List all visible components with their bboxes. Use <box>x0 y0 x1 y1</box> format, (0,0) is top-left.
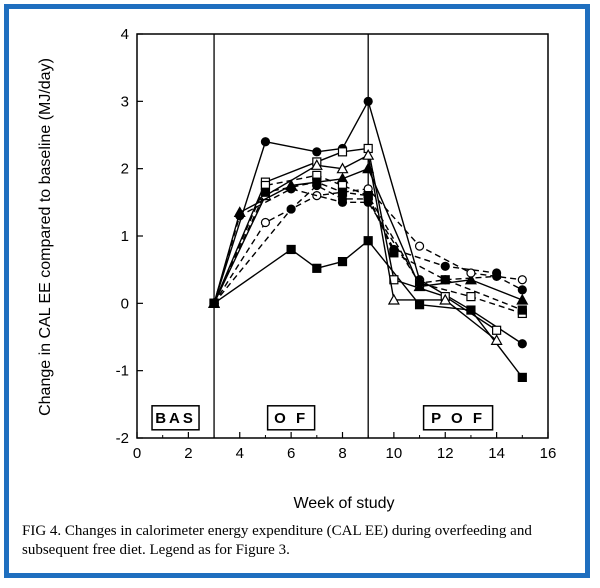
x-tick-label: 10 <box>386 445 403 462</box>
data-point <box>464 273 477 285</box>
x-tick-label: 12 <box>437 445 454 462</box>
x-tick-label: 14 <box>488 445 505 462</box>
series-line <box>213 184 497 304</box>
data-point <box>235 211 245 221</box>
y-tick-label: 4 <box>121 26 129 43</box>
x-tick-label: 4 <box>236 445 244 462</box>
series-line <box>213 174 523 315</box>
phase-label-text: P O F <box>431 410 485 427</box>
series-line <box>213 167 523 304</box>
data-point <box>492 325 502 335</box>
data-point <box>517 285 527 295</box>
data-point <box>439 293 452 305</box>
data-point <box>490 334 503 345</box>
series-3 <box>209 143 502 335</box>
phase-label: P O F <box>422 405 494 431</box>
phase-label-text: BAS <box>155 410 196 427</box>
data-point <box>466 292 476 302</box>
data-point <box>440 275 450 285</box>
series-line <box>213 100 523 345</box>
y-tick-label: -2 <box>116 430 129 447</box>
data-point <box>517 275 527 285</box>
phase-label-box <box>266 405 316 431</box>
phase-label-box <box>151 405 200 431</box>
x-axis-label: Week of study <box>293 495 394 512</box>
data-point <box>363 191 373 201</box>
data-point <box>492 271 502 281</box>
figure-caption: FIG 4. Changes in calorimeter energy exp… <box>22 523 532 558</box>
y-tick-label: 3 <box>121 93 129 110</box>
data-point <box>260 217 271 228</box>
series-7 <box>209 180 502 308</box>
data-point <box>260 187 271 197</box>
data-point <box>517 339 527 349</box>
data-point <box>414 241 425 251</box>
series-layer <box>208 96 529 382</box>
series-10 <box>209 177 527 315</box>
data-point <box>517 372 527 382</box>
phase-label-text: O F <box>274 410 308 427</box>
phase-label-box <box>422 405 494 431</box>
phase-label: BAS <box>151 405 200 431</box>
data-point <box>260 137 271 147</box>
series-line <box>213 147 498 331</box>
phase-lines <box>213 34 369 438</box>
data-point <box>362 148 375 160</box>
data-point <box>337 147 348 157</box>
plot-frame <box>136 33 549 439</box>
data-point <box>337 187 348 197</box>
y-tick-label: 2 <box>121 161 129 178</box>
phase-label: O F <box>266 405 316 431</box>
phase-labels: BAS O F P O F <box>151 405 494 431</box>
data-point <box>363 236 373 246</box>
data-point <box>387 293 400 305</box>
y-tick-label: 1 <box>121 228 129 245</box>
data-point <box>363 96 373 106</box>
figure-frame <box>4 4 590 578</box>
data-point <box>337 197 348 207</box>
x-tick-label: 0 <box>133 445 141 462</box>
y-tick-label: -1 <box>116 363 129 380</box>
data-point <box>286 244 296 255</box>
data-point <box>310 159 323 170</box>
series-line <box>213 188 523 304</box>
data-point <box>466 268 476 278</box>
data-point <box>414 300 425 310</box>
x-tick-label: 16 <box>540 445 557 462</box>
data-point <box>312 177 322 187</box>
data-point <box>440 261 450 271</box>
data-point <box>414 278 425 288</box>
x-tick-label: 6 <box>287 445 295 462</box>
data-point <box>312 263 322 273</box>
data-point <box>362 162 375 174</box>
x-tick-label: 2 <box>184 445 192 462</box>
data-point <box>209 298 219 308</box>
series-line <box>213 154 498 341</box>
y-axis-label: Change in CAL EE compared to baseline (M… <box>37 58 54 416</box>
data-point <box>389 248 399 258</box>
data-point <box>516 293 529 305</box>
data-point <box>337 256 348 267</box>
x-tick-label: 8 <box>338 445 346 462</box>
data-point <box>286 204 296 214</box>
y-tick-label: 0 <box>121 295 129 312</box>
series-line <box>213 181 523 311</box>
data-point <box>517 305 527 315</box>
data-point <box>312 147 322 157</box>
